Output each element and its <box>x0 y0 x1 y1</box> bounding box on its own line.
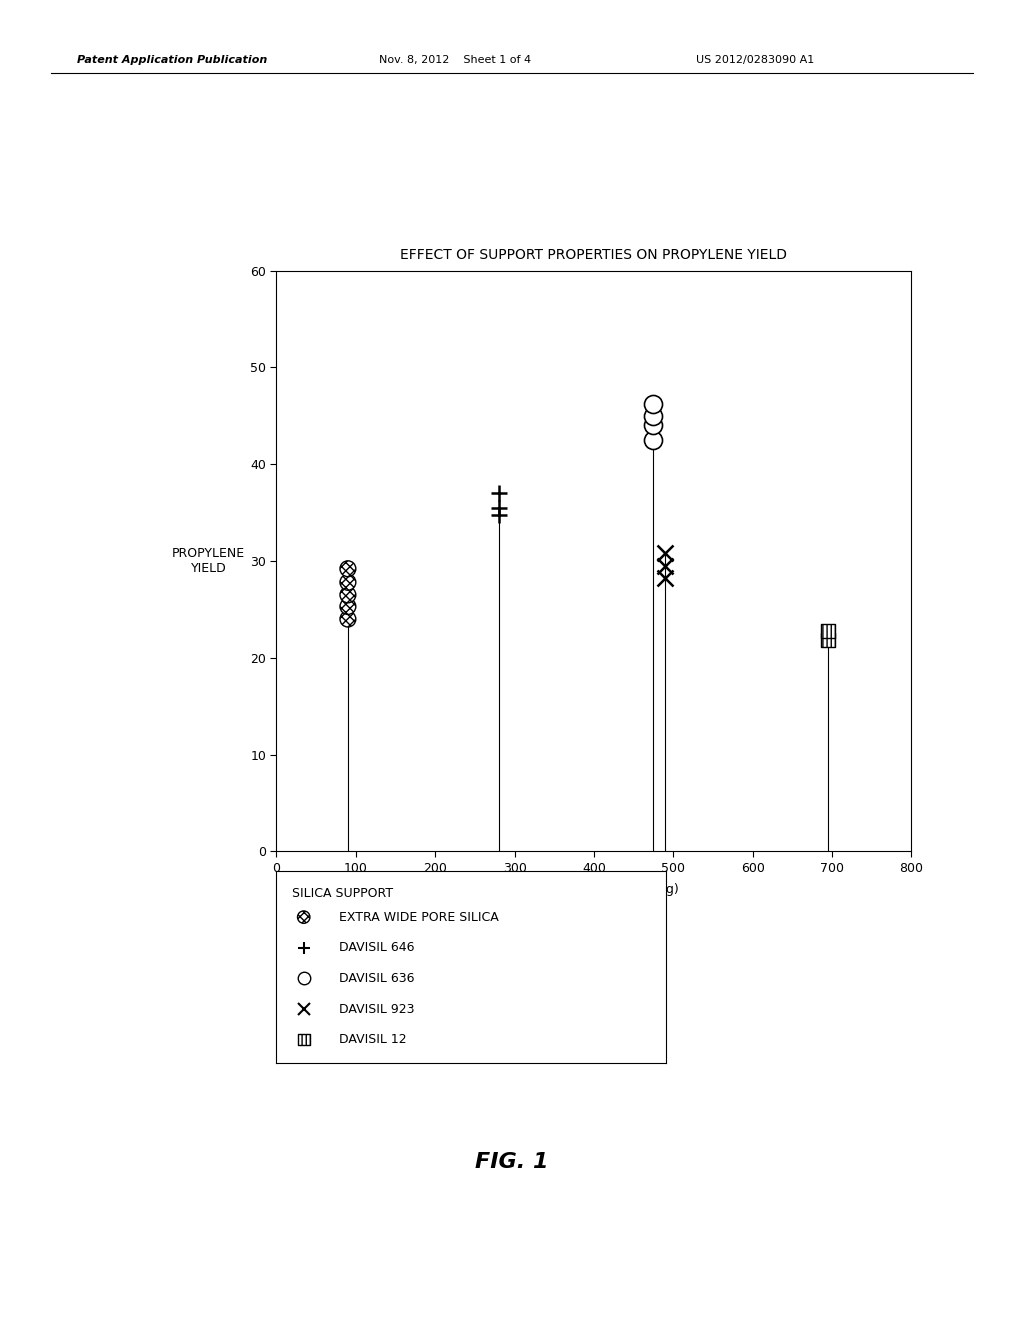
Point <box>340 595 356 616</box>
Title: EFFECT OF SUPPORT PROPERTIES ON PROPYLENE YIELD: EFFECT OF SUPPORT PROPERTIES ON PROPYLEN… <box>400 248 787 263</box>
Point <box>340 609 356 630</box>
Point <box>820 620 837 642</box>
Text: DAVISIL 12: DAVISIL 12 <box>339 1034 407 1047</box>
Text: SILICA SUPPORT: SILICA SUPPORT <box>292 887 393 899</box>
Point <box>296 907 312 928</box>
Y-axis label: PROPYLENE
YIELD: PROPYLENE YIELD <box>172 546 245 576</box>
Point <box>340 558 356 579</box>
Point <box>340 572 356 593</box>
Text: DAVISIL 646: DAVISIL 646 <box>339 941 415 954</box>
Text: Nov. 8, 2012    Sheet 1 of 4: Nov. 8, 2012 Sheet 1 of 4 <box>379 55 531 66</box>
Text: US 2012/0283090 A1: US 2012/0283090 A1 <box>696 55 814 66</box>
Point <box>296 1030 312 1051</box>
Text: EXTRA WIDE PORE SILICA: EXTRA WIDE PORE SILICA <box>339 911 499 924</box>
Text: Patent Application Publication: Patent Application Publication <box>77 55 267 66</box>
Text: DAVISIL 636: DAVISIL 636 <box>339 972 415 985</box>
X-axis label: BET SURFACE AREA, (m²/g): BET SURFACE AREA, (m²/g) <box>509 883 679 896</box>
Point <box>820 630 837 651</box>
Point <box>340 585 356 606</box>
Text: FIG. 1: FIG. 1 <box>475 1152 549 1172</box>
Text: DAVISIL 923: DAVISIL 923 <box>339 1002 415 1015</box>
